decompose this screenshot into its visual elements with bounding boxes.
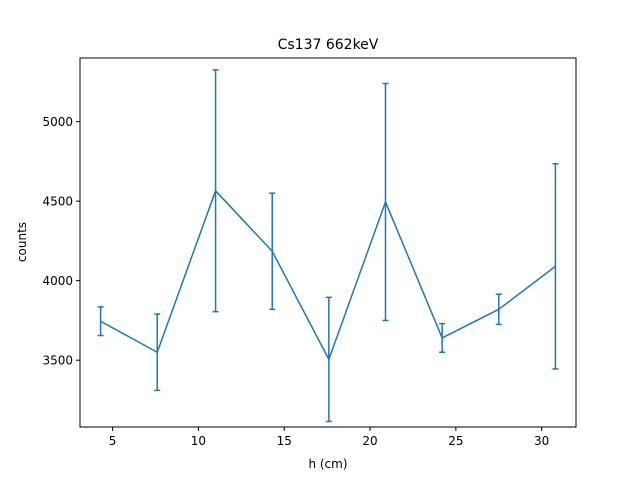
x-tick-label: 5 [109,434,117,448]
y-tick-label: 4000 [42,274,73,288]
x-axis-label: h (cm) [308,457,347,471]
data-point [554,265,557,268]
data-point [156,351,158,353]
data-point [214,190,217,192]
chart-title: Cs137 662keV [278,37,379,53]
data-point [498,308,500,311]
data-point [271,250,273,252]
data-point [441,337,443,339]
x-tick-label: 25 [448,434,463,448]
y-tick-label: 3500 [42,354,73,368]
data-point [99,320,102,322]
y-tick-label: 5000 [42,115,73,129]
x-tick-label: 30 [534,434,549,448]
y-axis-label: counts [15,222,29,262]
x-tick-label: 15 [277,434,292,448]
data-point [384,201,387,203]
ticks-layer: 5 10 15 20 25 30 3500 4000 4500 5000 [42,115,549,448]
y-tick-label: 4500 [42,195,73,209]
axes-frame [79,57,577,428]
x-tick-label: 10 [191,434,206,448]
plot-layer [97,69,559,423]
x-tick-label: 20 [362,434,377,448]
data-point [328,358,330,361]
